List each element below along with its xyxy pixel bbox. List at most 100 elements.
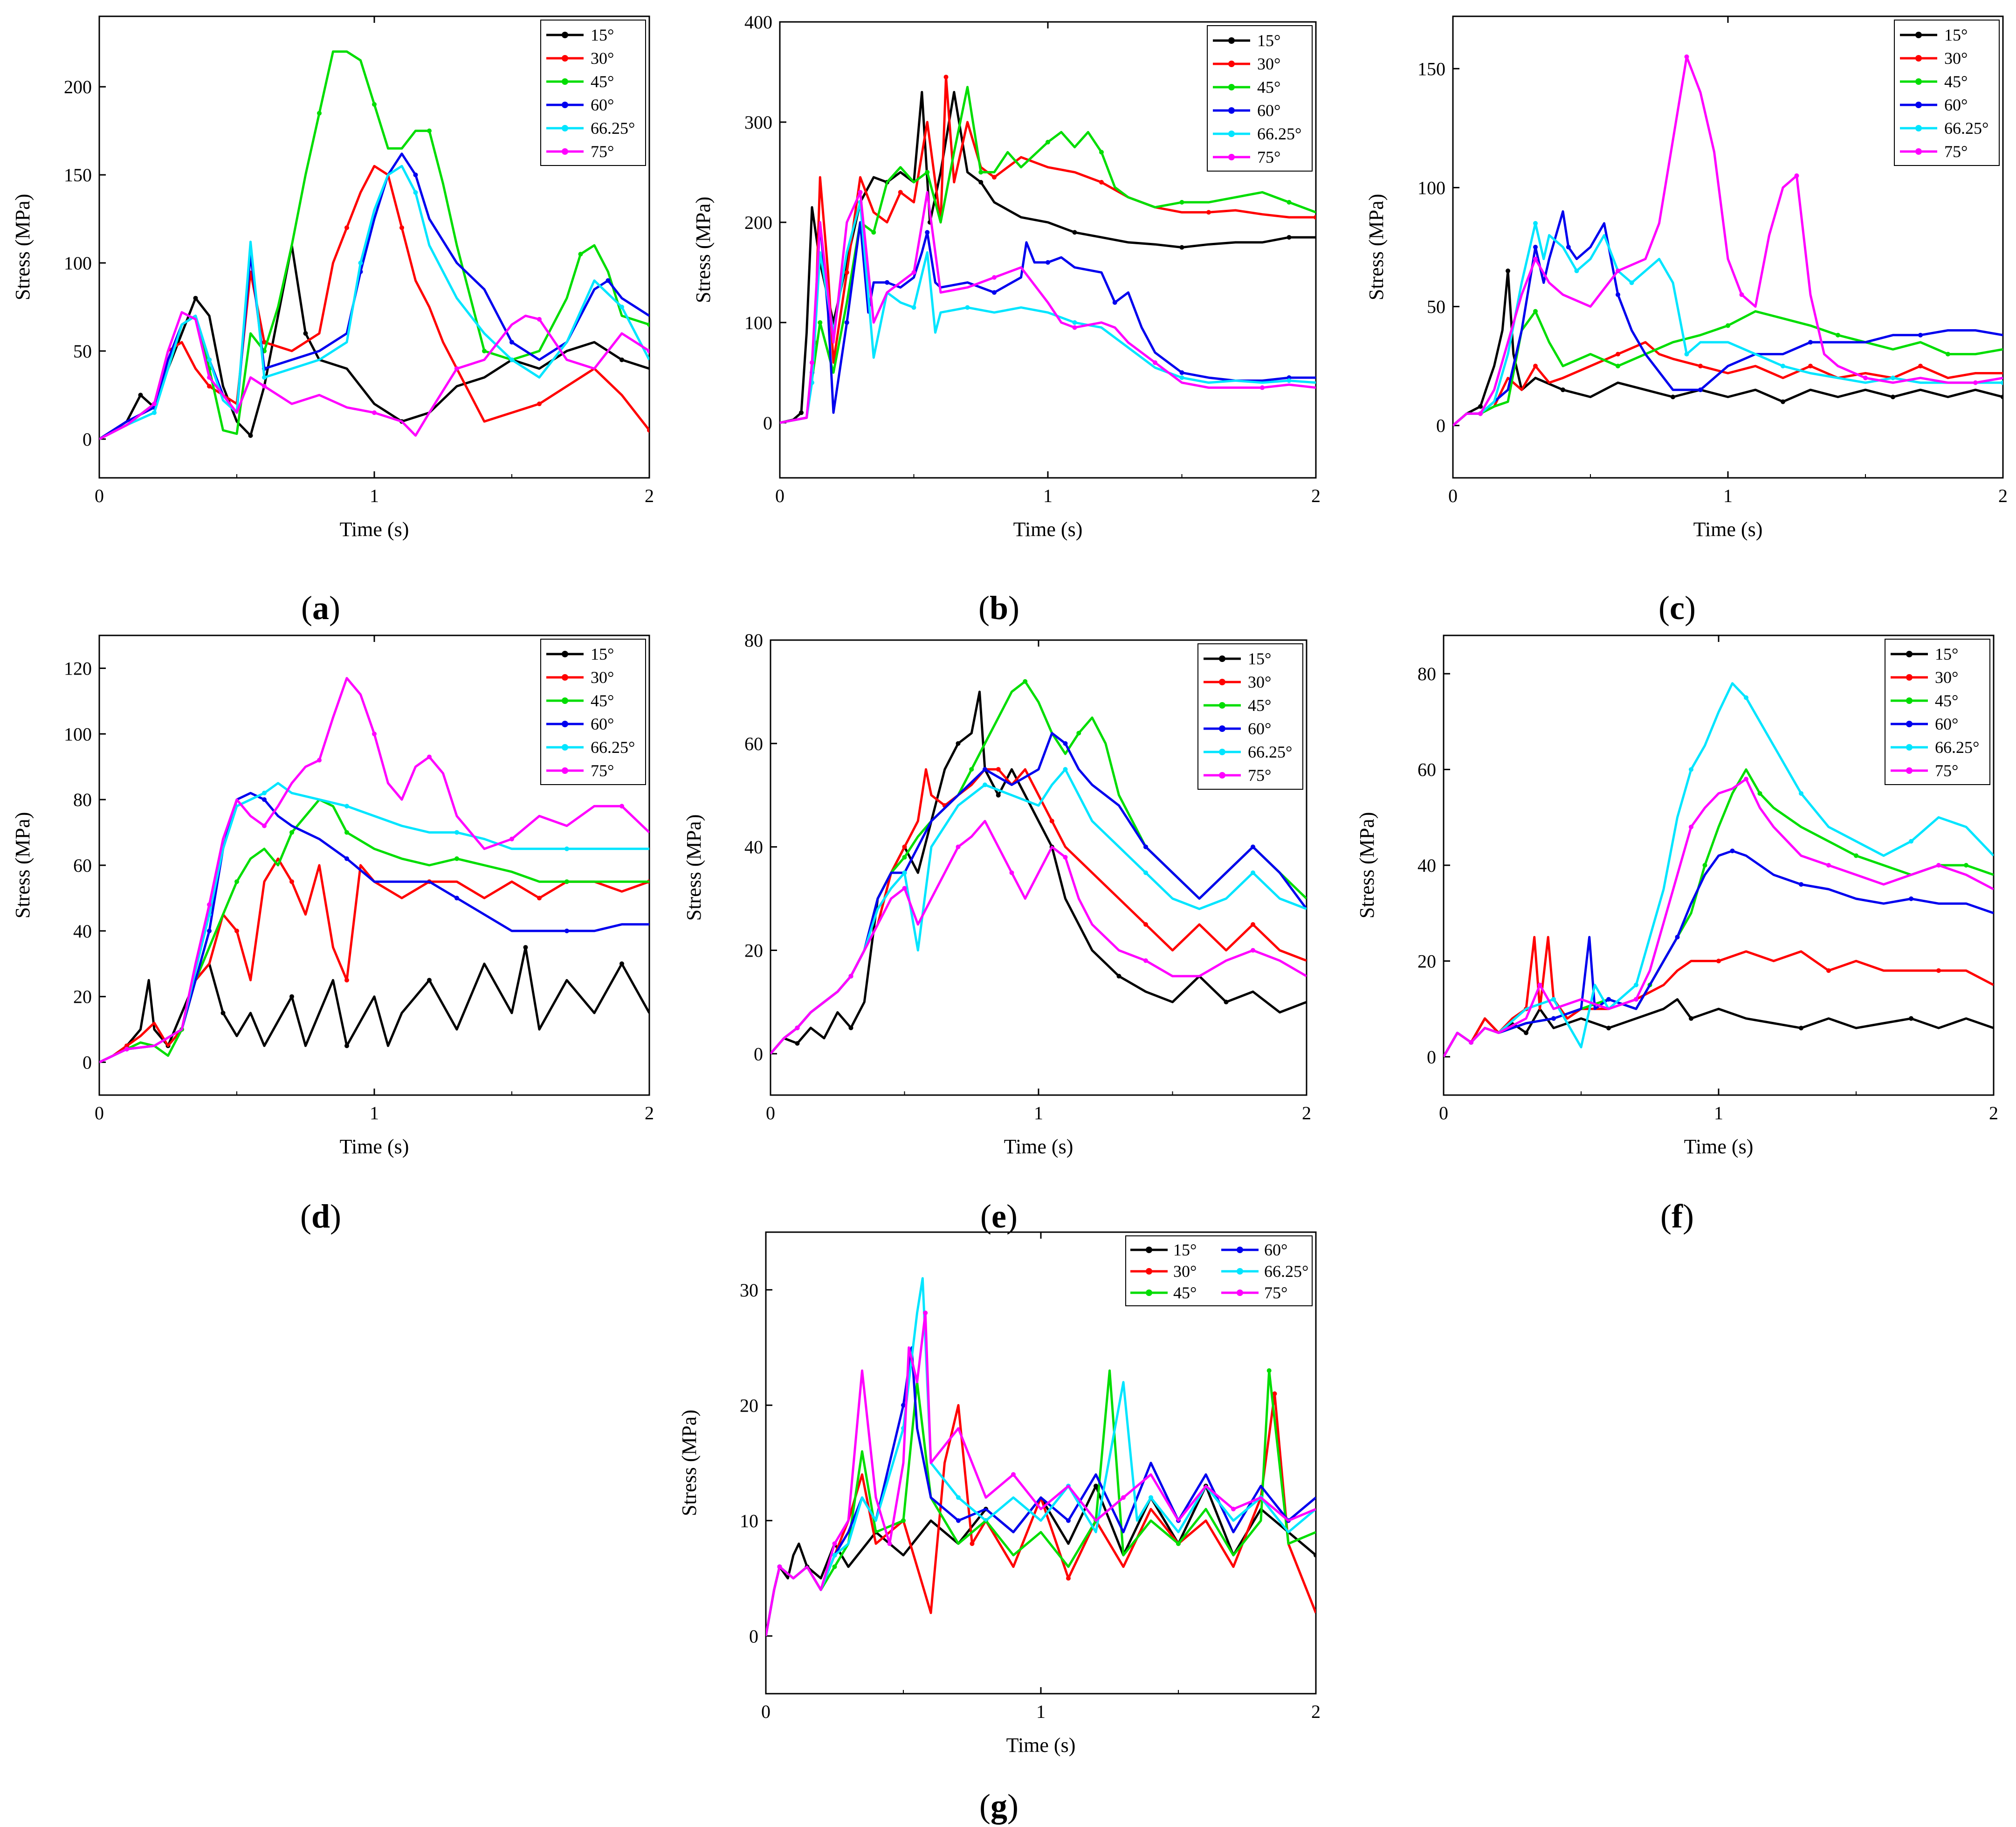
y-tick-label: 20 [73,986,92,1007]
legend-label: 30° [1944,49,1968,68]
series-line-75° [766,1311,1316,1636]
data-point [372,410,377,415]
x-tick-label: 1 [1714,1103,1723,1124]
data-point [454,830,459,835]
legend-label: 30° [1935,668,1958,687]
legend-label: 75° [1944,142,1968,161]
y-tick-label: 100 [64,724,92,745]
data-point [1023,679,1028,684]
legend-marker [562,78,568,85]
y-tick-label: 200 [744,212,772,233]
legend-marker [1906,767,1913,774]
y-tick-label: 100 [64,253,92,274]
legend-label: 45° [591,72,614,91]
data-point [413,190,418,195]
data-point [901,1518,906,1523]
y-tick-label: 10 [740,1510,758,1531]
y-tick-label: 20 [744,940,763,961]
data-point [1551,997,1556,1002]
data-point [1909,1016,1913,1021]
y-tick-label: 400 [744,12,772,33]
x-tick-label: 2 [1311,1701,1321,1722]
data-point [1689,767,1693,772]
data-point [1478,404,1483,409]
legend: 15° 30° 45° 60° 66.25° 75° [1207,25,1313,172]
legend-marker [562,744,568,751]
legend-marker [1219,725,1225,732]
legend: 15° 30° 45° 60° 66.25° 75° [540,639,646,785]
series-group [780,75,1316,424]
data-point [911,305,916,310]
x-tick-label: 0 [775,485,784,506]
legend-marker [1219,679,1225,685]
legend-marker [1906,674,1913,681]
y-axis-title: Stress (MPa) [682,814,705,921]
data-point [289,879,294,884]
legend-label: 15° [591,645,614,663]
data-point [619,304,624,310]
legend-label: 30° [1248,673,1271,691]
data-point [1287,200,1292,205]
legend-marker [562,697,568,704]
legend: 15° 30° 45° 60° 66.25° 75° [1894,20,2000,166]
data-point [1251,922,1255,927]
data-point [1689,824,1693,829]
data-point [1616,292,1620,297]
data-point [996,793,1001,798]
data-point [943,75,949,80]
y-tick-label: 100 [1417,177,1445,198]
data-point [234,928,239,933]
data-point [289,994,294,999]
legend-box [540,639,646,785]
data-point [1524,1030,1528,1035]
series-group [1453,54,2003,427]
y-tick-label: 150 [1417,58,1445,79]
legend-label: 15° [1257,31,1280,50]
legend-box [1894,20,2000,166]
y-axis-title: Stress (MPa) [11,194,34,301]
panel-label: (d) [300,1198,341,1235]
data-point [1314,215,1316,220]
x-tick-label: 2 [645,485,654,506]
legend-marker [1237,1268,1243,1275]
series-line-60° [780,221,1316,424]
panel-label: (b) [978,589,1019,627]
data-point [1566,245,1571,249]
data-point [262,823,267,828]
data-point [344,830,349,835]
data-point [1909,839,1913,844]
y-tick-label: 40 [1417,855,1436,876]
data-point [956,741,961,746]
legend-label: 60° [1944,96,1968,114]
data-point [207,902,212,907]
series-line-60° [766,1346,1316,1636]
data-point [1634,997,1638,1002]
data-point [848,973,853,979]
data-point [925,170,930,175]
data-point [902,886,907,891]
data-point [344,804,349,809]
legend-marker [1915,102,1922,108]
y-tick-label: 0 [1427,1047,1436,1068]
legend: 15° 30° 45° 60° 66.25° 75° [1885,639,1990,785]
data-point [1698,364,1703,369]
series-line-30° [780,76,1316,424]
data-point [996,767,1001,772]
data-point [1826,968,1831,973]
legend-label: 66.25° [591,738,635,757]
x-tick-label: 1 [370,1103,379,1124]
data-point [207,375,212,380]
data-point [832,1553,837,1558]
data-point [1112,300,1117,305]
legend-marker [1228,131,1235,137]
data-point [509,357,514,362]
data-point [1616,269,1620,274]
data-point [832,1541,837,1546]
data-point [1826,863,1831,868]
legend-label: 15° [591,26,614,44]
y-tick-label: 80 [744,630,763,651]
legend-marker [1906,744,1913,751]
data-point [1561,387,1565,393]
legend-marker [1915,148,1922,155]
legend-label: 45° [591,691,614,710]
